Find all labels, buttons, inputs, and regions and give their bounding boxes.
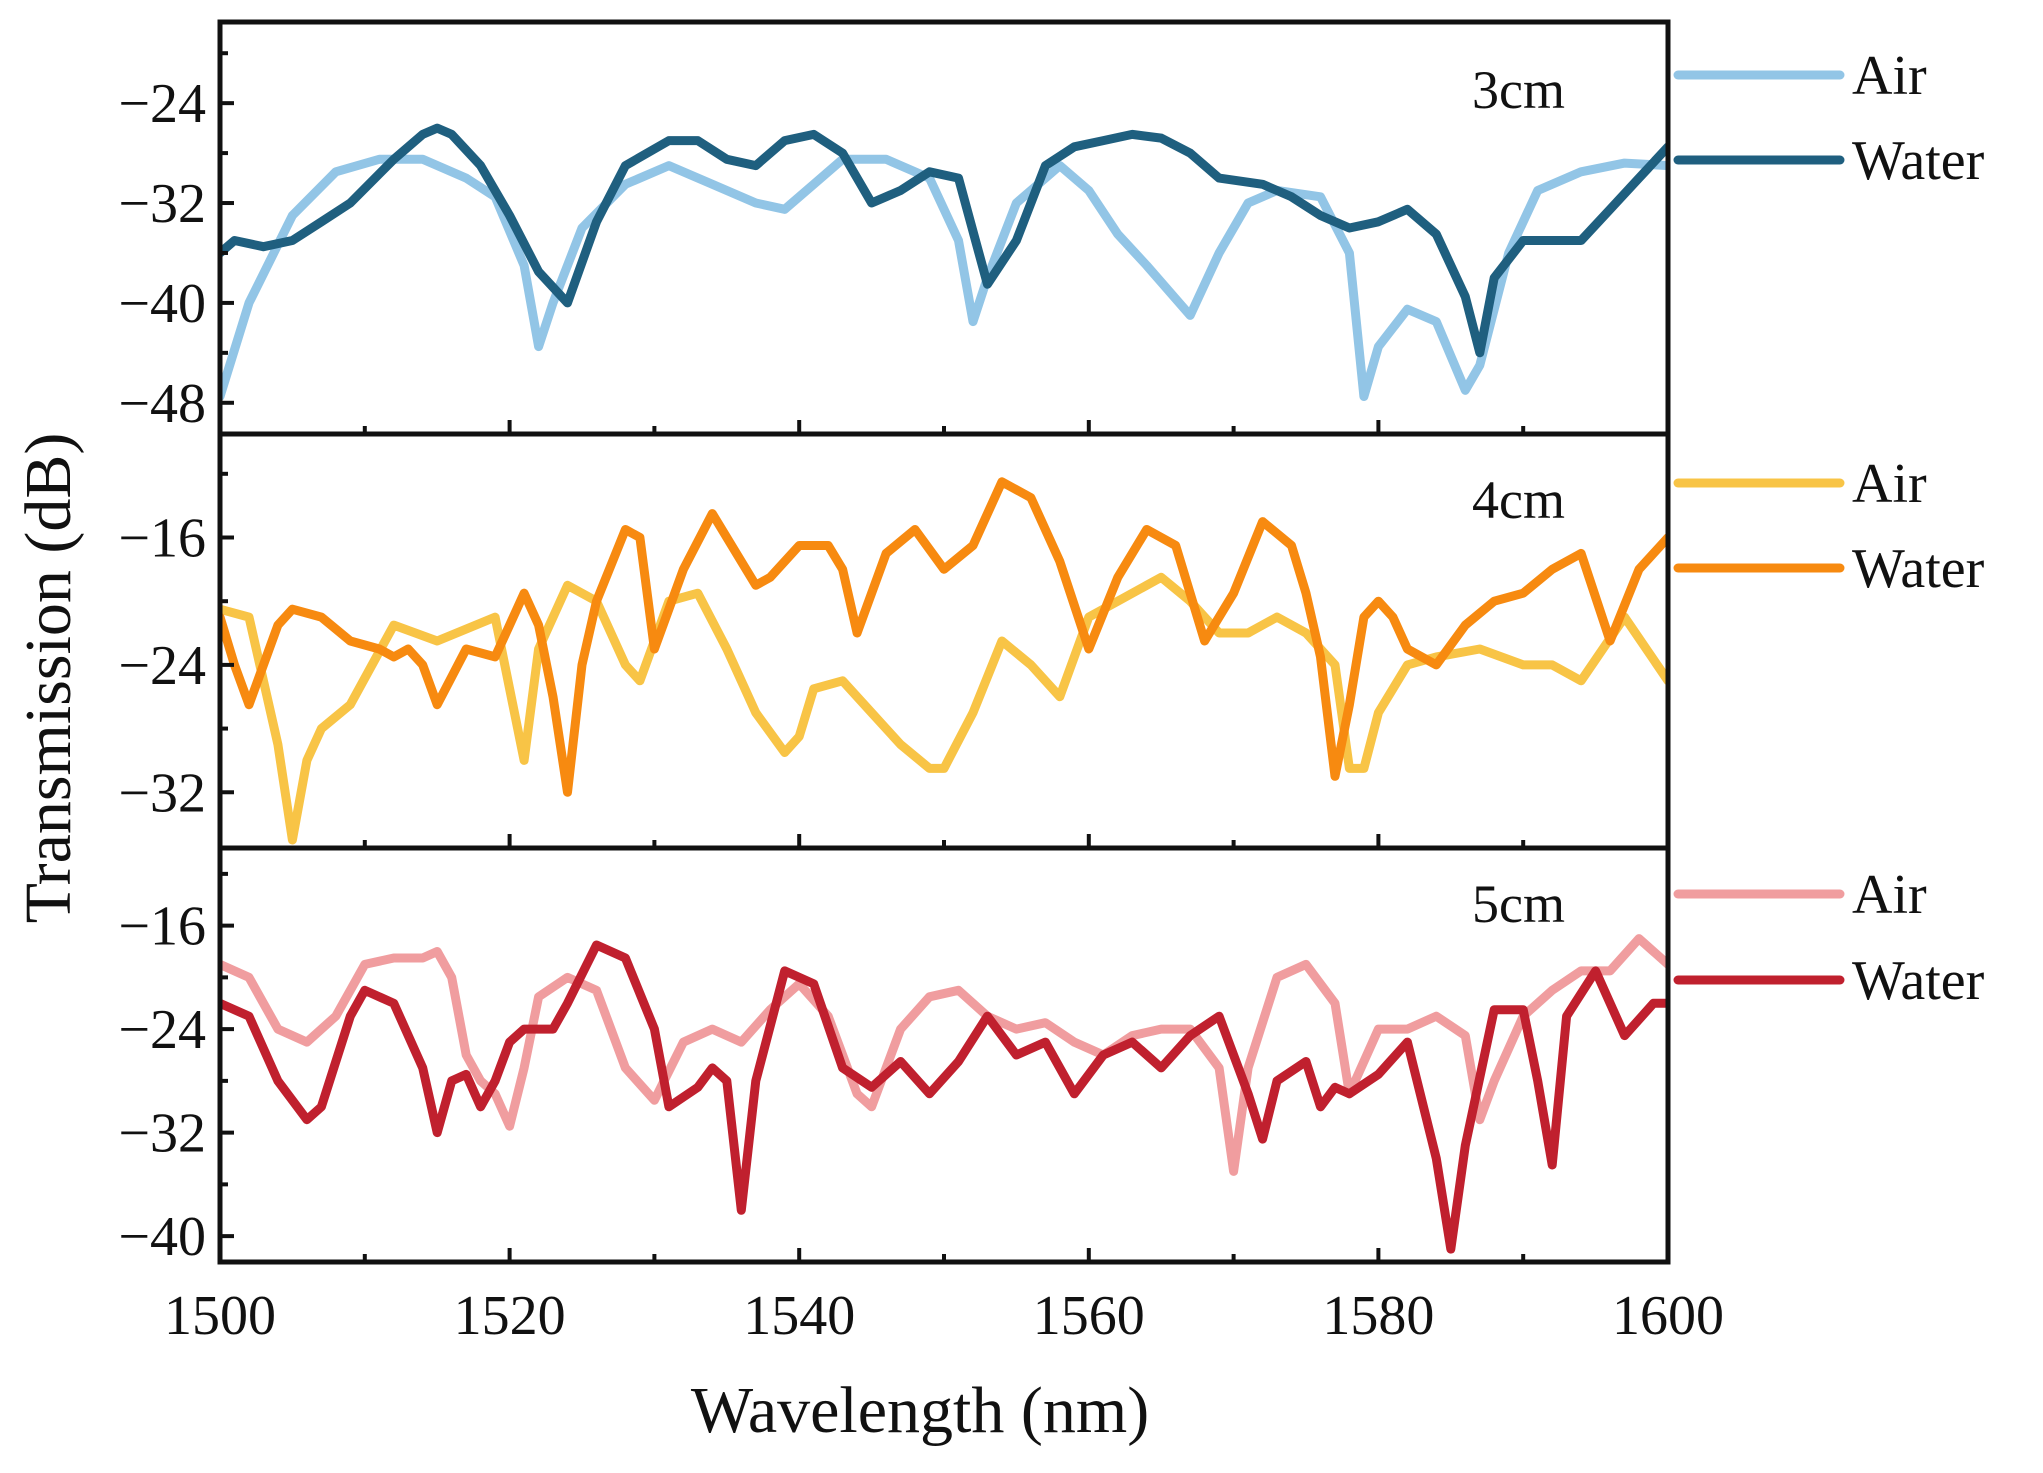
series-line-3cm-air xyxy=(220,154,1668,401)
series-line-3cm-water xyxy=(220,123,1668,358)
panel-label: 4cm xyxy=(1472,470,1565,530)
series-line-5cm-air xyxy=(220,934,1668,1176)
panel-label: 3cm xyxy=(1472,60,1565,120)
legend-label-air: Air xyxy=(1852,864,1927,926)
panel-frame xyxy=(217,19,1671,437)
y-tick-label: −32 xyxy=(118,1103,206,1165)
x-tick-label: 1560 xyxy=(1033,1285,1145,1347)
y-tick-label: −24 xyxy=(118,999,206,1061)
legend-label-air: Air xyxy=(1852,45,1927,107)
y-tick-label: −16 xyxy=(118,508,206,570)
y-tick-label: −16 xyxy=(118,896,206,958)
panel-5cm: −40 −32 −24 −16 1500 1520 1540 1560 1580 1600 5cm A… xyxy=(118,845,1985,1347)
panel-3cm: −48 −40 −32 −24 3cm Air Water xyxy=(118,19,1985,437)
x-tick-label: 1540 xyxy=(743,1285,855,1347)
panel-4cm: −32 −24 −16 4cm Air Water xyxy=(118,431,1985,851)
series-line-5cm-water xyxy=(220,940,1668,1254)
y-tick-label: −48 xyxy=(118,373,206,435)
y-tick-label: −24 xyxy=(118,73,206,135)
legend-label-water: Water xyxy=(1852,950,1985,1012)
x-tick-label: 1500 xyxy=(164,1285,276,1347)
x-tick-label: 1600 xyxy=(1612,1285,1724,1347)
panel-label: 5cm xyxy=(1472,874,1565,934)
x-tick-label: 1520 xyxy=(454,1285,566,1347)
legend-label-air: Air xyxy=(1852,453,1927,515)
panel-frame xyxy=(217,845,1671,1265)
series-line-4cm-air xyxy=(220,572,1668,845)
y-tick-label: −24 xyxy=(118,635,206,697)
x-axis-title: Wavelength (nm) xyxy=(691,1374,1149,1447)
y-tick-label: −32 xyxy=(118,762,206,824)
series-line-4cm-water xyxy=(220,477,1668,797)
y-tick-label: −40 xyxy=(118,1206,206,1268)
x-tick-label: 1580 xyxy=(1322,1285,1434,1347)
y-tick-label: −40 xyxy=(118,273,206,335)
legend-label-water: Water xyxy=(1852,130,1985,192)
y-axis-title: Transmission (dB) xyxy=(12,433,85,924)
y-tick-label: −32 xyxy=(118,173,206,235)
legend-label-water: Water xyxy=(1852,538,1985,600)
chart-panels: −48 −40 −32 −24 3cm Air Water −32 −24 −16 4cm Air Wa… xyxy=(118,19,1985,1347)
